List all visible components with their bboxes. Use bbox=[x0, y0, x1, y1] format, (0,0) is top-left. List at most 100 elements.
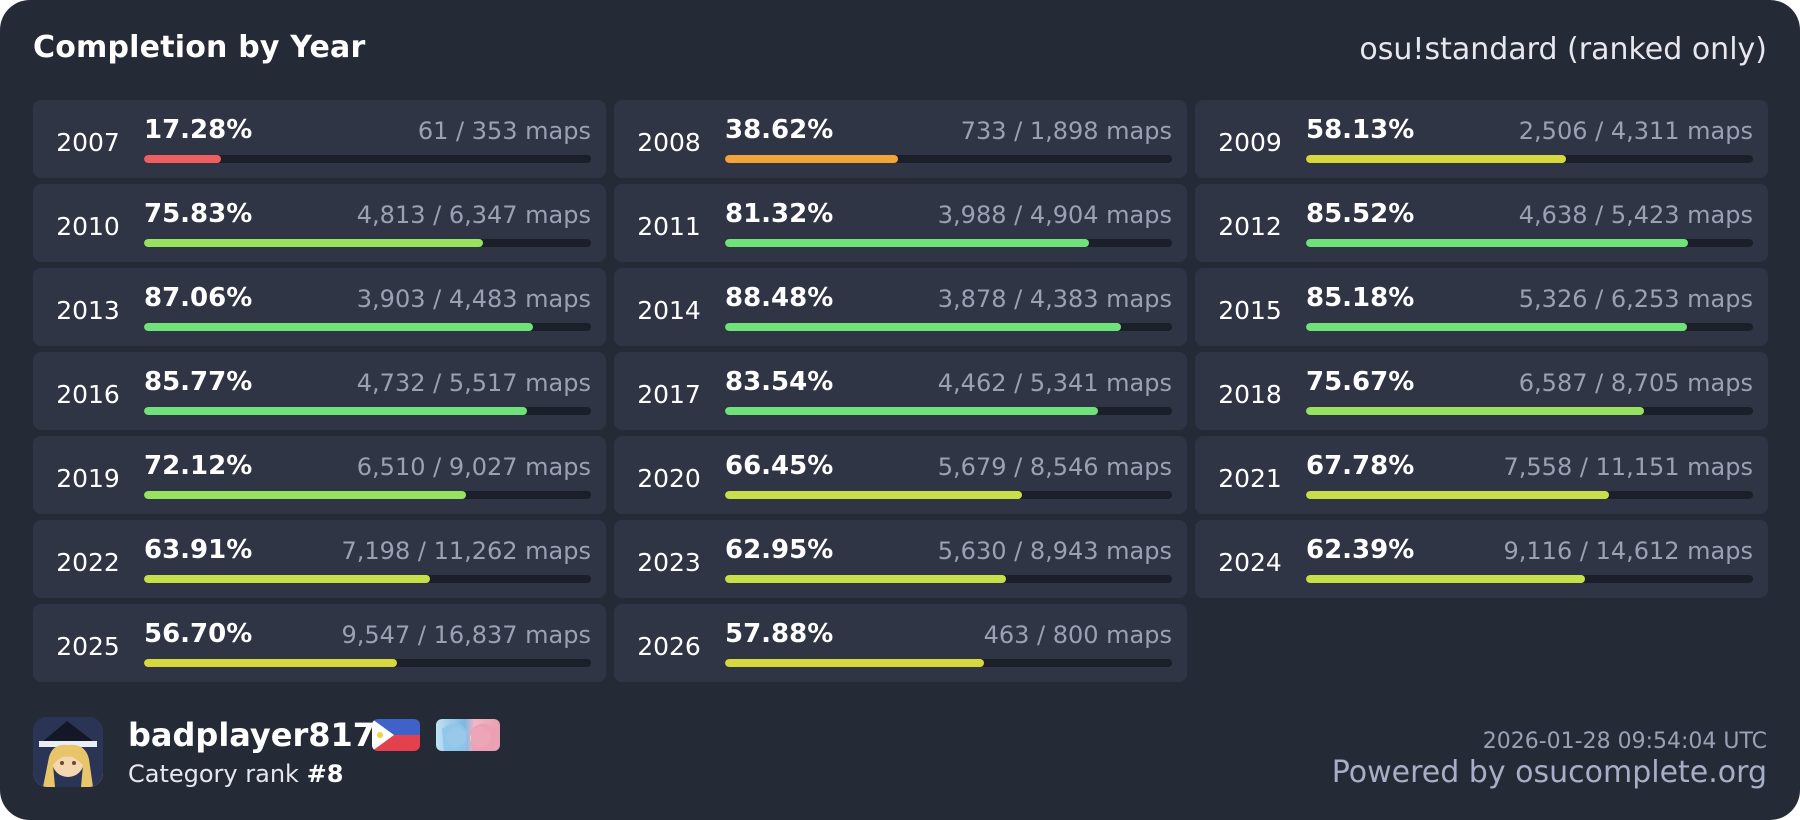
progress-track bbox=[144, 407, 591, 415]
completion-percent: 75.83% bbox=[144, 199, 253, 229]
completion-percent: 56.70% bbox=[144, 619, 253, 649]
timestamp: 2026-01-28 09:54:04 UTC bbox=[1482, 729, 1767, 754]
maps-count: 733 / 1,898 maps bbox=[960, 117, 1172, 145]
maps-count: 6,587 / 8,705 maps bbox=[1518, 369, 1753, 397]
progress-fill bbox=[725, 575, 1007, 583]
year-label: 2023 bbox=[637, 548, 701, 577]
year-tile-2019: 2019 72.12% 6,510 / 9,027 maps bbox=[33, 436, 606, 514]
year-tile-2024: 2024 62.39% 9,116 / 14,612 maps bbox=[1195, 520, 1768, 598]
avatar[interactable] bbox=[33, 717, 103, 787]
progress-track bbox=[725, 239, 1172, 247]
year-tile-2022: 2022 63.91% 7,198 / 11,262 maps bbox=[33, 520, 606, 598]
progress-fill bbox=[144, 239, 483, 247]
year-grid: 2007 17.28% 61 / 353 maps 2008 38.62% 733 / 1… bbox=[33, 100, 1768, 682]
year-tile-2021: 2021 67.78% 7,558 / 11,151 maps bbox=[1195, 436, 1768, 514]
progress-fill bbox=[725, 407, 1099, 415]
completion-percent: 85.77% bbox=[144, 367, 253, 397]
year-label: 2007 bbox=[56, 128, 120, 157]
year-tile-2014: 2014 88.48% 3,878 / 4,383 maps bbox=[614, 268, 1187, 346]
avatar-image bbox=[33, 717, 103, 787]
maps-count: 463 / 800 maps bbox=[983, 621, 1172, 649]
year-tile-2016: 2016 85.77% 4,732 / 5,517 maps bbox=[33, 352, 606, 430]
progress-track bbox=[144, 323, 591, 331]
year-label: 2024 bbox=[1218, 548, 1282, 577]
year-tile-2025: 2025 56.70% 9,547 / 16,837 maps bbox=[33, 604, 606, 682]
year-label: 2018 bbox=[1218, 380, 1282, 409]
progress-track bbox=[1306, 155, 1753, 163]
maps-count: 9,116 / 14,612 maps bbox=[1503, 537, 1753, 565]
category-rank: Category rank #8 bbox=[128, 760, 343, 788]
progress-track bbox=[1306, 239, 1753, 247]
year-label: 2026 bbox=[637, 632, 701, 661]
progress-track bbox=[725, 575, 1172, 583]
powered-by-link[interactable]: Powered by osucomplete.org bbox=[1331, 755, 1767, 790]
completion-percent: 17.28% bbox=[144, 115, 253, 145]
year-tile-2018: 2018 75.67% 6,587 / 8,705 maps bbox=[1195, 352, 1768, 430]
year-label: 2012 bbox=[1218, 212, 1282, 241]
progress-fill bbox=[144, 575, 430, 583]
progress-track bbox=[1306, 407, 1753, 415]
completion-percent: 62.39% bbox=[1306, 535, 1415, 565]
year-label: 2021 bbox=[1218, 464, 1282, 493]
progress-track bbox=[1306, 575, 1753, 583]
maps-count: 4,813 / 6,347 maps bbox=[356, 201, 591, 229]
progress-track bbox=[144, 239, 591, 247]
completion-percent: 87.06% bbox=[144, 283, 253, 313]
team-badge-icon bbox=[436, 719, 500, 751]
year-tile-2008: 2008 38.62% 733 / 1,898 maps bbox=[614, 100, 1187, 178]
year-tile-2015: 2015 85.18% 5,326 / 6,253 maps bbox=[1195, 268, 1768, 346]
progress-fill bbox=[1306, 239, 1689, 247]
year-label: 2020 bbox=[637, 464, 701, 493]
progress-track bbox=[144, 491, 591, 499]
progress-fill bbox=[144, 323, 534, 331]
progress-fill bbox=[1306, 155, 1566, 163]
year-tile-2010: 2010 75.83% 4,813 / 6,347 maps bbox=[33, 184, 606, 262]
progress-fill bbox=[1306, 491, 1609, 499]
maps-count: 3,988 / 4,904 maps bbox=[937, 201, 1172, 229]
maps-count: 4,732 / 5,517 maps bbox=[356, 369, 591, 397]
year-tile-2012: 2012 85.52% 4,638 / 5,423 maps bbox=[1195, 184, 1768, 262]
maps-count: 9,547 / 16,837 maps bbox=[341, 621, 591, 649]
progress-track bbox=[725, 659, 1172, 667]
maps-count: 3,878 / 4,383 maps bbox=[937, 285, 1172, 313]
progress-track bbox=[725, 323, 1172, 331]
completion-percent: 85.18% bbox=[1306, 283, 1415, 313]
year-label: 2022 bbox=[56, 548, 120, 577]
category-rank-label: Category rank bbox=[128, 760, 307, 788]
progress-track bbox=[725, 407, 1172, 415]
year-label: 2010 bbox=[56, 212, 120, 241]
year-label: 2009 bbox=[1218, 128, 1282, 157]
progress-fill bbox=[725, 491, 1023, 499]
card-title: Completion by Year bbox=[33, 30, 366, 65]
year-tile-2026: 2026 57.88% 463 / 800 maps bbox=[614, 604, 1187, 682]
year-tile-2023: 2023 62.95% 5,630 / 8,943 maps bbox=[614, 520, 1187, 598]
maps-count: 5,679 / 8,546 maps bbox=[937, 453, 1172, 481]
completion-percent: 66.45% bbox=[725, 451, 834, 481]
progress-track bbox=[725, 155, 1172, 163]
completion-percent: 67.78% bbox=[1306, 451, 1415, 481]
year-tile-2007: 2007 17.28% 61 / 353 maps bbox=[33, 100, 606, 178]
year-label: 2019 bbox=[56, 464, 120, 493]
year-label: 2008 bbox=[637, 128, 701, 157]
completion-percent: 62.95% bbox=[725, 535, 834, 565]
progress-track bbox=[144, 659, 591, 667]
progress-track bbox=[1306, 491, 1753, 499]
progress-track bbox=[725, 491, 1172, 499]
progress-fill bbox=[725, 323, 1121, 331]
year-label: 2011 bbox=[637, 212, 701, 241]
maps-count: 5,326 / 6,253 maps bbox=[1518, 285, 1753, 313]
progress-fill bbox=[144, 491, 467, 499]
maps-count: 4,462 / 5,341 maps bbox=[937, 369, 1172, 397]
username[interactable]: badplayer817 bbox=[128, 716, 376, 754]
progress-fill bbox=[144, 659, 398, 667]
philippines-flag-icon bbox=[372, 719, 420, 751]
completion-percent: 75.67% bbox=[1306, 367, 1415, 397]
year-label: 2025 bbox=[56, 632, 120, 661]
maps-count: 61 / 353 maps bbox=[417, 117, 591, 145]
progress-fill bbox=[144, 155, 222, 163]
year-label: 2015 bbox=[1218, 296, 1282, 325]
completion-percent: 83.54% bbox=[725, 367, 834, 397]
progress-fill bbox=[1306, 407, 1645, 415]
maps-count: 2,506 / 4,311 maps bbox=[1518, 117, 1753, 145]
